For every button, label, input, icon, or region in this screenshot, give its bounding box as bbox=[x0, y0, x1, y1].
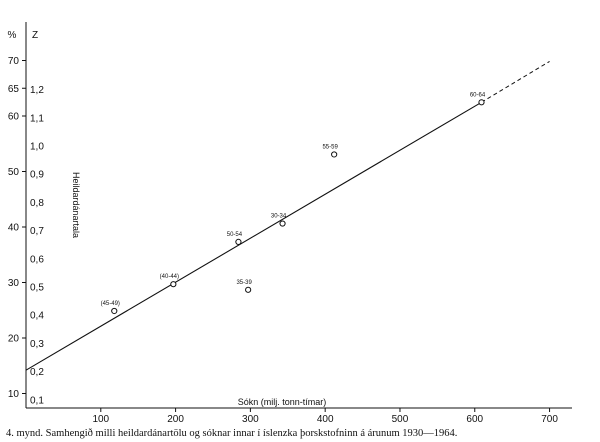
y-left-tick-label: 10 bbox=[8, 389, 20, 400]
y-right-tick-label: 0,6 bbox=[30, 254, 44, 265]
y-left-tick-label: 30 bbox=[8, 278, 20, 289]
data-point-label: 35-39 bbox=[236, 280, 252, 286]
x-tick-label: 100 bbox=[92, 414, 109, 425]
chart-ticks: 100 200 300 400 500 600 700 10 20 30 40 50 60 65 70 0,1… bbox=[8, 56, 558, 425]
y-right-tick-label: 0,3 bbox=[30, 339, 44, 350]
data-point-label: 60-64 bbox=[470, 92, 486, 98]
y-right-tick-label: 0,8 bbox=[30, 198, 44, 209]
y-left-tick-label: 60 bbox=[8, 112, 20, 123]
x-tick-label: 700 bbox=[541, 414, 558, 425]
y-right-tick-label: 0,2 bbox=[30, 367, 44, 378]
y-right-tick-label: 0,5 bbox=[30, 283, 44, 294]
x-tick-label: 600 bbox=[466, 414, 483, 425]
data-point-label: (40-44) bbox=[160, 274, 179, 280]
data-point-label: 55-59 bbox=[322, 144, 338, 150]
y-right-tick-label: 0,1 bbox=[30, 395, 44, 406]
x-tick-label: 300 bbox=[242, 414, 259, 425]
y-left-tick-label: 65 bbox=[8, 84, 20, 95]
y-right-tick-label: 0,4 bbox=[30, 311, 44, 322]
data-point-label: (45-49) bbox=[101, 301, 120, 307]
regression-line bbox=[25, 101, 482, 371]
y-right-tick-label: 0,7 bbox=[30, 226, 44, 237]
data-point-marker bbox=[478, 99, 485, 106]
regression-line-extension bbox=[481, 60, 550, 103]
y-left-tick-label: 40 bbox=[8, 223, 20, 234]
y-right-unit: Z bbox=[32, 30, 38, 41]
y-left-tick-label: 20 bbox=[8, 334, 20, 345]
y-axis-label: Heildardánartala bbox=[71, 172, 81, 238]
y-right-tick-label: 1,0 bbox=[30, 142, 44, 153]
regression-line-group bbox=[25, 60, 550, 371]
y-right-tick-label: 1,1 bbox=[30, 113, 44, 124]
data-points: (45-49) (40-44) 50-54 35-39 30-34 55-59 60-64 bbox=[101, 92, 486, 315]
data-point-marker bbox=[245, 286, 252, 293]
y-right-tick-label: 1,2 bbox=[30, 85, 44, 96]
x-axis-label: Sókn (milj. tonn-tímar) bbox=[238, 397, 327, 407]
data-point-label: 50-54 bbox=[227, 232, 243, 238]
x-tick-label: 400 bbox=[317, 414, 334, 425]
y-left-unit: % bbox=[8, 30, 17, 41]
y-right-tick-label: 0,9 bbox=[30, 170, 44, 181]
figure-caption: 4. mynd. Samhengið milli heildardánartöl… bbox=[6, 428, 457, 439]
data-point-marker bbox=[170, 281, 177, 288]
data-point-marker bbox=[235, 238, 242, 245]
data-point-marker bbox=[279, 220, 286, 227]
data-point-marker bbox=[331, 151, 338, 158]
data-point-label: 30-34 bbox=[271, 214, 287, 220]
y-left-tick-label: 50 bbox=[8, 167, 20, 178]
y-left-tick-label: 70 bbox=[8, 56, 20, 67]
x-tick-label: 500 bbox=[392, 414, 409, 425]
data-point-marker bbox=[111, 307, 118, 315]
x-tick-label: 200 bbox=[167, 414, 184, 425]
chart-axes bbox=[25, 22, 572, 409]
